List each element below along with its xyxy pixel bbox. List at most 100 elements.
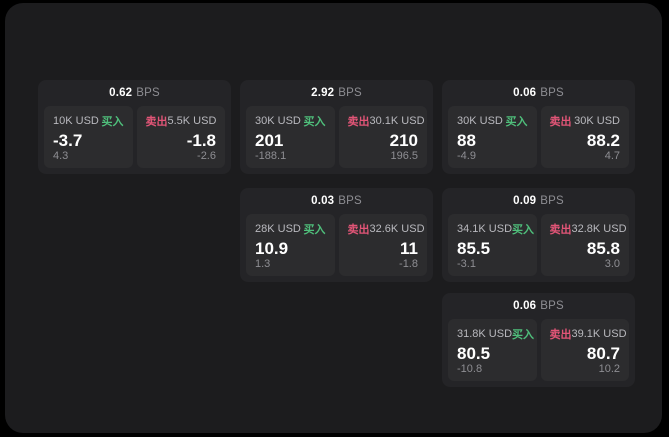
buy-side-label: 买入 — [505, 116, 528, 128]
quote-card: 0.03 BPS 28K USD 买入 10.9 1.3 卖出 32.6K US… — [240, 188, 433, 282]
quote-card: 0.06 BPS 31.8K USD 买入 80.5 -10.8 卖出 39.1… — [442, 293, 635, 387]
sell-side-label: 卖出 — [549, 329, 572, 341]
buy-quote-tile[interactable]: 10K USD 买入 -3.7 4.3 — [44, 106, 133, 168]
bps-unit-label: BPS — [136, 87, 160, 99]
bps-unit-label: BPS — [338, 87, 362, 99]
buy-tile-header: 10K USD 买入 — [53, 113, 124, 129]
app-panel: 0.62 BPS 10K USD 买入 -3.7 4.3 卖出 5.5K USD… — [5, 3, 662, 433]
sell-quote-tile[interactable]: 卖出 30.1K USD 210 196.5 — [338, 106, 427, 168]
buy-delta: -3.1 — [457, 258, 476, 270]
quote-tiles: 34.1K USD 买入 85.5 -3.1 卖出 32.8K USD 85.8… — [448, 214, 629, 276]
bps-unit-label: BPS — [338, 195, 362, 207]
buy-price: 80.5 — [457, 343, 491, 363]
sell-amount: 30K USD — [574, 115, 620, 127]
buy-quote-tile[interactable]: 30K USD 买入 88 -4.9 — [448, 106, 537, 168]
buy-amount: 31.8K USD — [457, 328, 513, 340]
sell-delta: 4.7 — [604, 150, 620, 162]
buy-side-label: 买入 — [101, 116, 124, 128]
card-header: 2.92 BPS — [246, 80, 427, 106]
buy-delta: -188.1 — [255, 150, 287, 162]
quote-card: 0.06 BPS 30K USD 买入 88 -4.9 卖出 30K USD 8… — [442, 80, 635, 174]
sell-amount: 39.1K USD — [571, 328, 627, 340]
sell-tile-header: 卖出 32.8K USD — [549, 221, 627, 237]
sell-tile-header: 卖出 30K USD — [550, 113, 621, 129]
sell-price: 85.8 — [586, 238, 620, 258]
card-header: 0.06 BPS — [448, 80, 629, 106]
buy-tile-header: 28K USD 买入 — [255, 221, 326, 237]
card-header: 0.06 BPS — [448, 293, 629, 319]
quote-tiles: 31.8K USD 买入 80.5 -10.8 卖出 39.1K USD 80.… — [448, 319, 629, 381]
buy-amount: 30K USD — [457, 115, 503, 127]
buy-tile-header: 30K USD 买入 — [255, 113, 326, 129]
bps-value: 0.03 — [311, 195, 335, 207]
buy-side-label: 买入 — [303, 116, 326, 128]
quote-card: 0.62 BPS 10K USD 买入 -3.7 4.3 卖出 5.5K USD… — [38, 80, 231, 174]
buy-delta: -4.9 — [457, 150, 476, 162]
sell-quote-tile[interactable]: 卖出 39.1K USD 80.7 10.2 — [540, 319, 629, 381]
buy-side-label: 买入 — [512, 329, 535, 341]
bps-value: 2.92 — [311, 87, 335, 99]
sell-quote-tile[interactable]: 卖出 32.6K USD 11 -1.8 — [338, 214, 427, 276]
buy-price: 88 — [457, 130, 476, 150]
sell-price: 80.7 — [586, 343, 620, 363]
sell-tile-header: 卖出 32.6K USD — [347, 221, 425, 237]
quote-tiles: 30K USD 买入 201 -188.1 卖出 30.1K USD 210 1… — [246, 106, 427, 168]
card-header: 0.62 BPS — [44, 80, 225, 106]
bps-value: 0.09 — [513, 195, 537, 207]
sell-side-label: 卖出 — [549, 116, 572, 128]
sell-amount: 5.5K USD — [167, 115, 217, 127]
quote-tiles: 28K USD 买入 10.9 1.3 卖出 32.6K USD 11 -1.8 — [246, 214, 427, 276]
quote-tiles: 30K USD 买入 88 -4.9 卖出 30K USD 88.2 4.7 — [448, 106, 629, 168]
buy-price: 10.9 — [255, 238, 289, 258]
quote-card: 0.09 BPS 34.1K USD 买入 85.5 -3.1 卖出 32.8K… — [442, 188, 635, 282]
sell-amount: 32.8K USD — [571, 223, 627, 235]
sell-side-label: 卖出 — [347, 116, 370, 128]
buy-amount: 34.1K USD — [457, 223, 513, 235]
sell-delta: 10.2 — [598, 363, 620, 375]
sell-price: 88.2 — [586, 130, 620, 150]
bps-value: 0.06 — [513, 87, 537, 99]
buy-side-label: 买入 — [512, 224, 535, 236]
bps-unit-label: BPS — [540, 300, 564, 312]
sell-tile-header: 卖出 30.1K USD — [347, 113, 425, 129]
sell-tile-header: 卖出 39.1K USD — [549, 326, 627, 342]
bps-unit-label: BPS — [540, 195, 564, 207]
sell-price: 11 — [400, 238, 418, 258]
buy-delta: 4.3 — [53, 150, 69, 162]
buy-delta: 1.3 — [255, 258, 271, 270]
sell-tile-header: 卖出 5.5K USD — [146, 113, 217, 129]
sell-delta: -2.6 — [197, 150, 216, 162]
buy-delta: -10.8 — [457, 363, 483, 375]
sell-delta: 196.5 — [390, 150, 418, 162]
sell-price: -1.8 — [186, 130, 216, 150]
sell-quote-tile[interactable]: 卖出 30K USD 88.2 4.7 — [540, 106, 629, 168]
sell-quote-tile[interactable]: 卖出 5.5K USD -1.8 -2.6 — [136, 106, 225, 168]
buy-amount: 28K USD — [255, 223, 301, 235]
buy-quote-tile[interactable]: 34.1K USD 买入 85.5 -3.1 — [448, 214, 537, 276]
buy-tile-header: 30K USD 买入 — [457, 113, 528, 129]
buy-quote-tile[interactable]: 28K USD 买入 10.9 1.3 — [246, 214, 335, 276]
sell-amount: 30.1K USD — [369, 115, 425, 127]
sell-side-label: 卖出 — [347, 224, 370, 236]
buy-side-label: 买入 — [303, 224, 326, 236]
buy-amount: 10K USD — [53, 115, 99, 127]
bps-value: 0.62 — [109, 87, 133, 99]
buy-amount: 30K USD — [255, 115, 301, 127]
sell-quote-tile[interactable]: 卖出 32.8K USD 85.8 3.0 — [540, 214, 629, 276]
bps-unit-label: BPS — [540, 87, 564, 99]
buy-price: 85.5 — [457, 238, 491, 258]
buy-price: -3.7 — [53, 130, 83, 150]
sell-side-label: 卖出 — [145, 116, 168, 128]
bps-value: 0.06 — [513, 300, 537, 312]
buy-price: 201 — [255, 130, 284, 150]
sell-amount: 32.6K USD — [369, 223, 425, 235]
buy-quote-tile[interactable]: 30K USD 买入 201 -188.1 — [246, 106, 335, 168]
sell-delta: 3.0 — [604, 258, 620, 270]
card-header: 0.03 BPS — [246, 188, 427, 214]
sell-price: 210 — [389, 130, 418, 150]
buy-quote-tile[interactable]: 31.8K USD 买入 80.5 -10.8 — [448, 319, 537, 381]
card-header: 0.09 BPS — [448, 188, 629, 214]
sell-side-label: 卖出 — [549, 224, 572, 236]
buy-tile-header: 34.1K USD 买入 — [457, 221, 534, 237]
